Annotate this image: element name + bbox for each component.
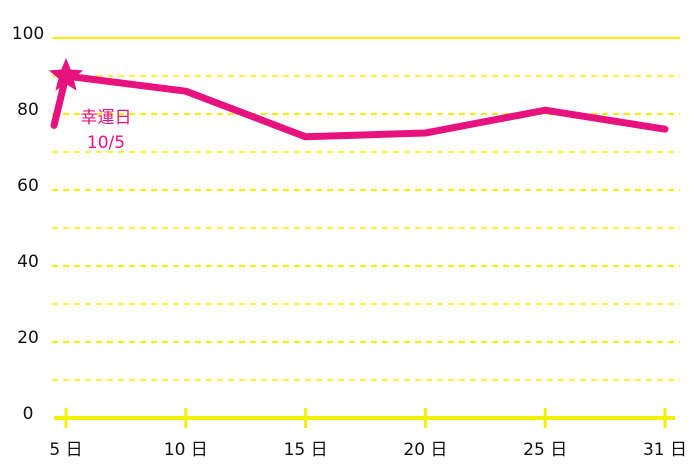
y-tick-label: 20 [17,328,39,348]
data-line [50,72,669,141]
y-tick-label: 100 [12,24,44,44]
lucky-star [48,58,84,91]
x-tick-label: 20 日 [403,440,447,460]
y-tick-label: 40 [17,252,39,272]
annotation-text: 幸運日 [81,108,132,128]
annotation-text: 10/5 [87,133,125,153]
x-tick-label: 31 日 [643,440,687,460]
y-tick-label: 0 [23,404,34,424]
x-tick-label: 5 日 [49,440,82,460]
y-tick-label: 60 [17,176,39,196]
x-tick-label: 25 日 [523,440,567,460]
x-tick-label: 10 日 [164,440,208,460]
x-tick-label: 15 日 [284,440,328,460]
y-tick-label: 80 [17,100,39,120]
